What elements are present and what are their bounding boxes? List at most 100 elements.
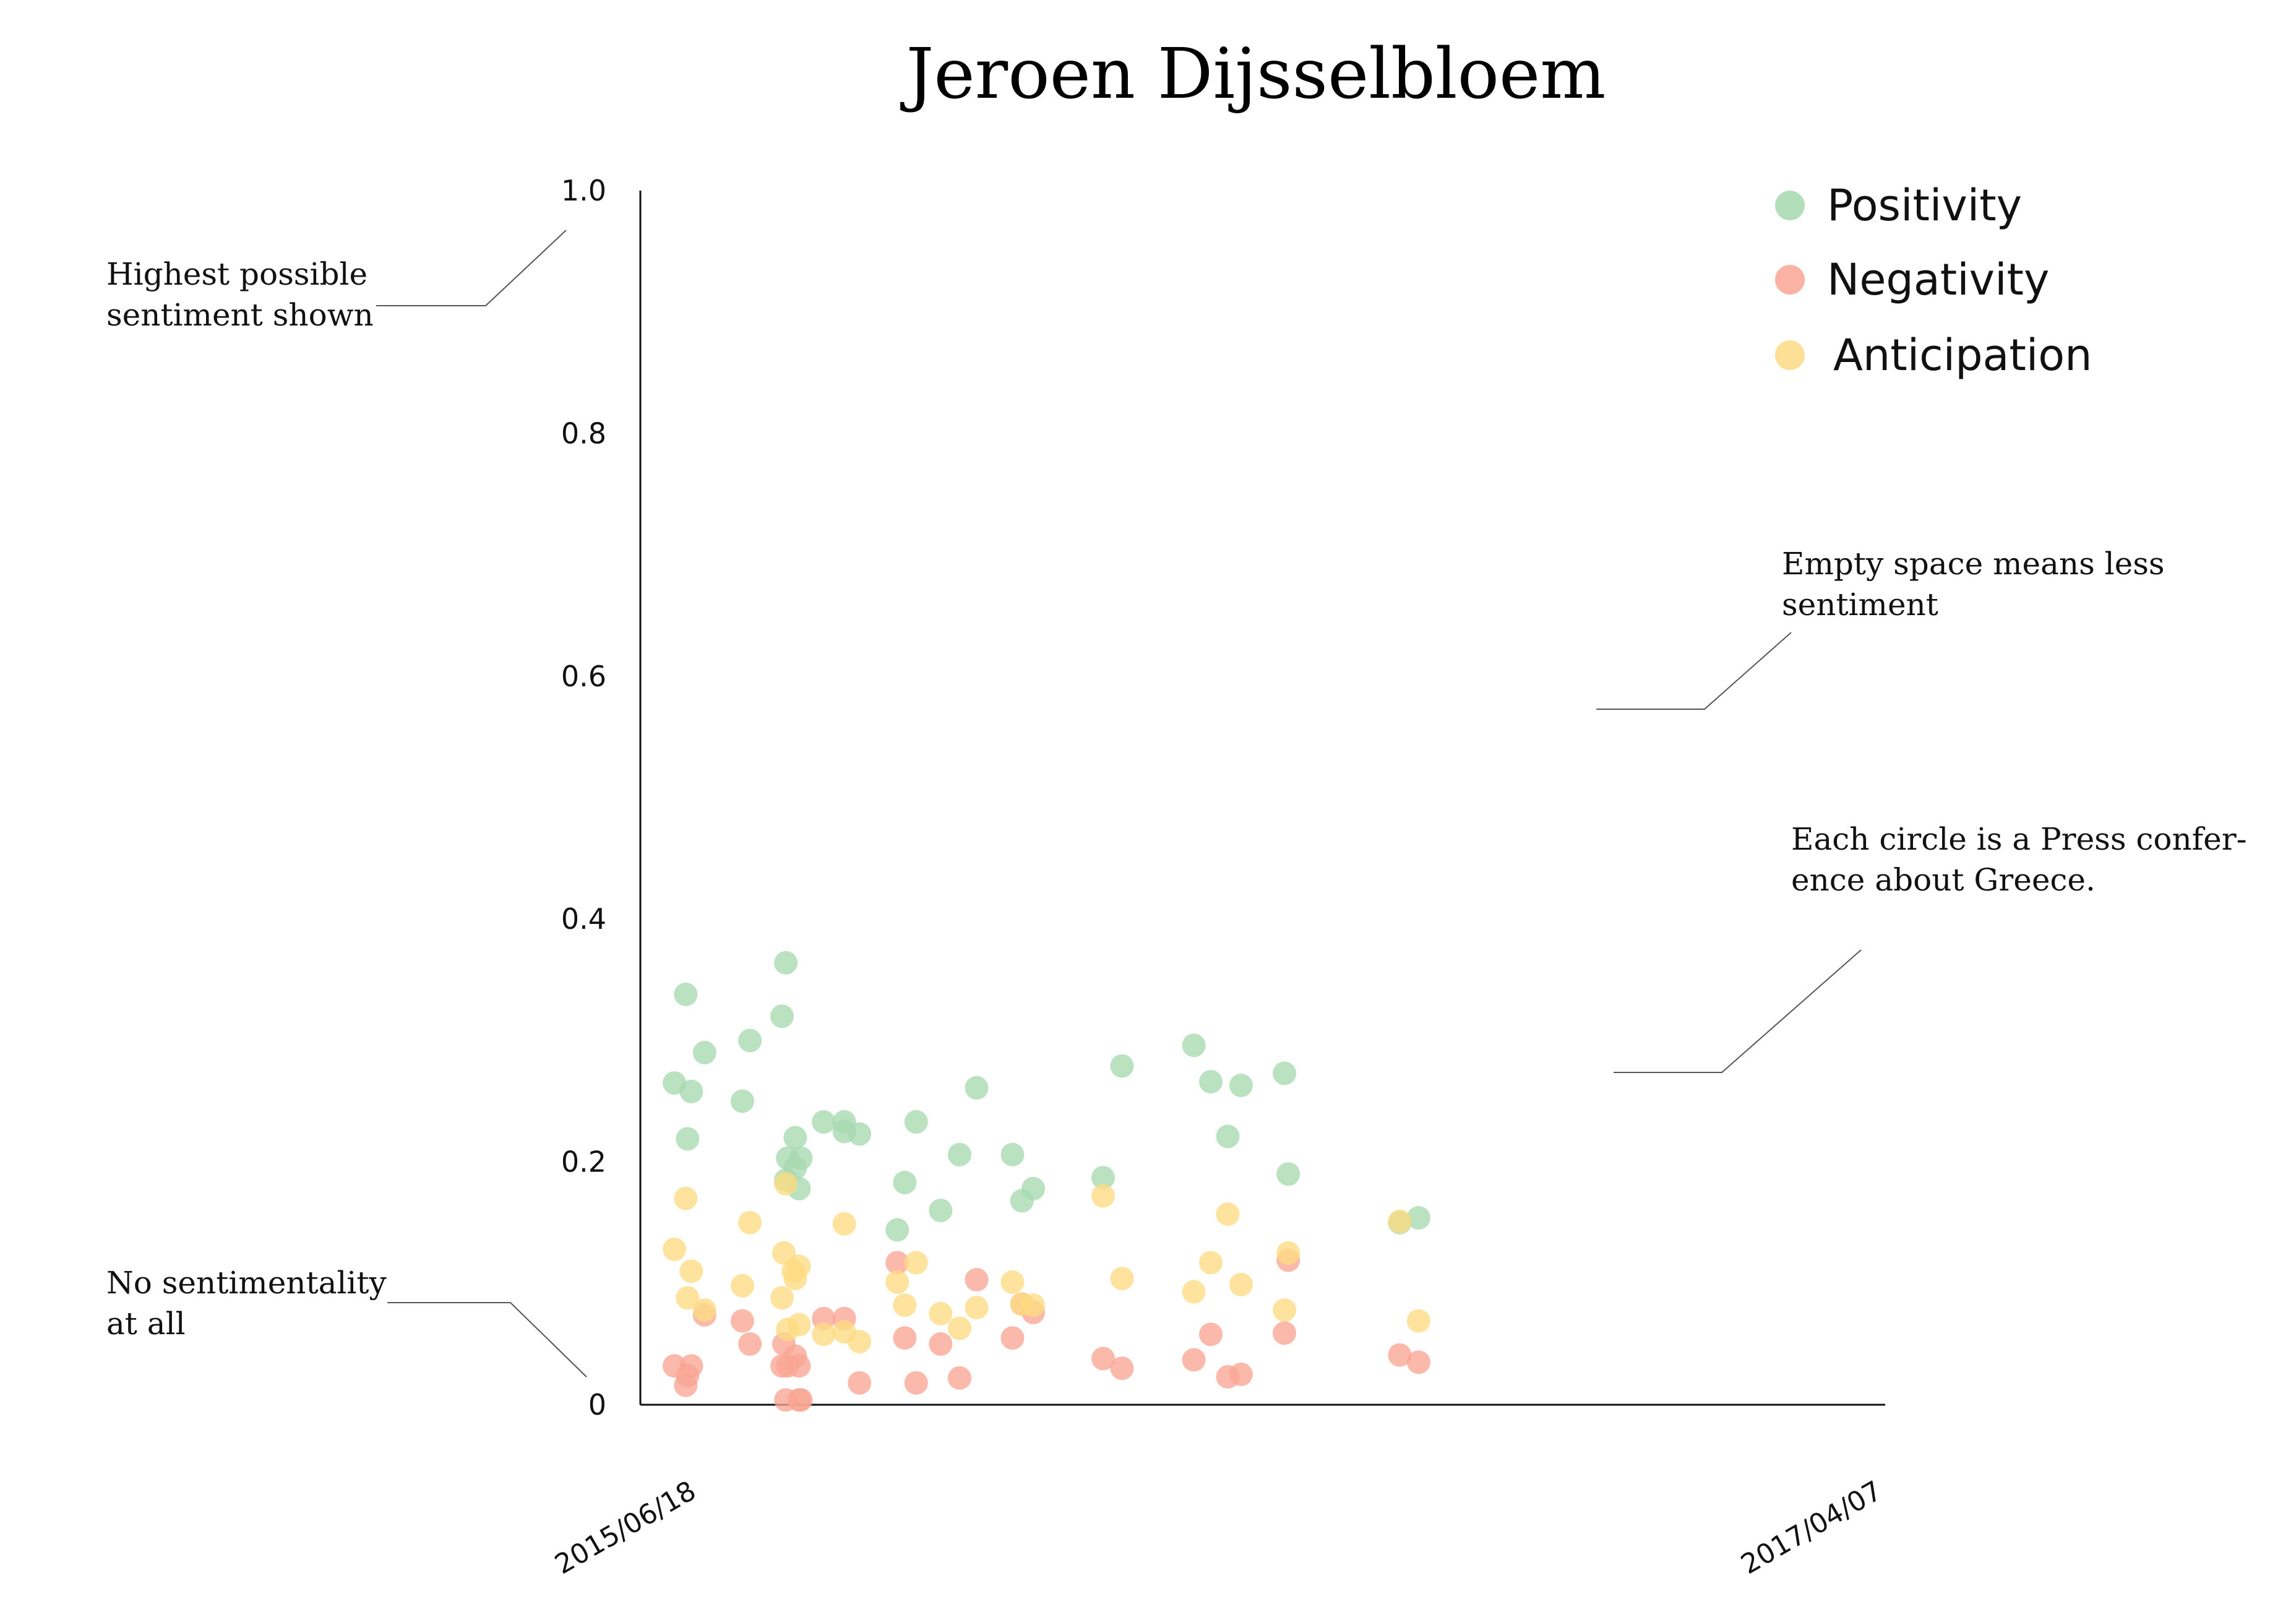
point-anticipation-35 (1276, 1241, 1301, 1265)
y-tick-label-3: 0.6 (561, 660, 606, 693)
annotation-no-sentiment-line-2: at all (106, 1306, 186, 1342)
legend-item-negativity: Negativity (1775, 254, 2049, 305)
legend-item-anticipation: Anticipation (1775, 330, 2092, 381)
point-positivity-7 (770, 1004, 794, 1028)
point-positivity-32 (1216, 1124, 1240, 1149)
point-negativity-19 (893, 1326, 917, 1350)
axes (639, 191, 1885, 1406)
point-positivity-37 (1406, 1205, 1430, 1230)
legend-marker-positivity (1775, 191, 1805, 220)
annotation-no-sentiment-leader (387, 1302, 587, 1378)
point-anticipation-34 (1273, 1298, 1297, 1322)
point-negativity-17 (848, 1371, 872, 1395)
point-anticipation-15 (812, 1322, 836, 1347)
annotation-each-circle: Each circle is a Press confer- ence abou… (1614, 821, 2256, 1073)
point-anticipation-18 (848, 1330, 872, 1353)
point-anticipation-30 (1182, 1280, 1206, 1304)
legend-marker-negativity (1775, 265, 1805, 295)
point-positivity-31 (1199, 1070, 1223, 1094)
point-positivity-19 (885, 1218, 909, 1242)
point-anticipation-24 (965, 1296, 989, 1319)
point-negativity-33 (1273, 1321, 1297, 1345)
point-positivity-21 (904, 1110, 928, 1134)
point-anticipation-33 (1229, 1272, 1253, 1296)
point-anticipation-7 (770, 1286, 794, 1310)
point-negativity-36 (1406, 1350, 1430, 1374)
legend-label-negativity: Negativity (1827, 254, 2049, 305)
point-negativity-28 (1110, 1356, 1134, 1381)
svg-text:Empty space means less: Empty space means less sentiment (1782, 546, 2175, 623)
annotation-empty-space-line-2: sentiment (1782, 587, 1938, 623)
point-negativity-35 (1388, 1343, 1412, 1367)
point-positivity-1 (674, 982, 698, 1006)
point-anticipation-14 (787, 1254, 811, 1278)
annotation-highest-line-2: sentiment shown (106, 297, 374, 333)
annotation-empty-space: Empty space means less sentiment (1596, 546, 2175, 710)
point-positivity-22 (929, 1199, 953, 1223)
point-positivity-33 (1229, 1074, 1253, 1097)
point-anticipation-20 (893, 1293, 917, 1317)
point-positivity-4 (692, 1041, 716, 1064)
y-tick-label-1: 0.2 (561, 1145, 606, 1179)
y-tick-label-0: 0 (588, 1388, 606, 1421)
point-positivity-35 (1276, 1162, 1301, 1186)
annotation-highest: Highest possible sentiment shown (106, 230, 567, 333)
point-positivity-14 (789, 1146, 813, 1170)
annotation-each-circle-line-2: ence about Greece. (1791, 862, 2096, 898)
point-anticipation-4 (692, 1298, 716, 1322)
y-tick-label-2: 0.4 (561, 902, 606, 936)
point-positivity-29 (1110, 1054, 1134, 1078)
point-positivity-3 (679, 1079, 703, 1103)
point-positivity-28 (1091, 1166, 1115, 1190)
point-anticipation-31 (1199, 1251, 1223, 1275)
point-positivity-23 (948, 1142, 971, 1166)
annotation-no-sentiment: No sentimentality at all (106, 1265, 587, 1378)
point-positivity-6 (738, 1028, 762, 1053)
annotation-each-circle-line-1: Each circle is a Press confer- (1791, 821, 2247, 857)
annotation-empty-space-leader (1596, 632, 1792, 710)
chart-title: Jeroen Dijsselbloem (900, 34, 1606, 114)
svg-text:Each circle is a Press confer-: Each circle is a Press confer- ence abou… (1791, 821, 2256, 898)
point-anticipation-37 (1406, 1309, 1430, 1333)
point-anticipation-29 (1110, 1267, 1134, 1290)
x-tick-label-start: 2015/06/18 (549, 1475, 701, 1580)
x-tick-label-end: 2017/04/07 (1735, 1475, 1887, 1580)
point-anticipation-22 (929, 1301, 953, 1326)
legend-item-positivity: Positivity (1775, 180, 2022, 231)
point-positivity-24 (965, 1076, 989, 1100)
point-anticipation-36 (1388, 1209, 1412, 1233)
point-positivity-2 (676, 1127, 700, 1151)
y-tick-labels: 0 0.2 0.4 0.6 0.8 1.0 (561, 174, 606, 1421)
annotation-highest-line-1: Highest possible (106, 256, 368, 292)
point-anticipation-16 (832, 1212, 856, 1236)
legend: Positivity Negativity Anticipation (1775, 180, 2092, 381)
point-negativity-22 (948, 1366, 971, 1390)
point-positivity-30 (1182, 1033, 1206, 1058)
point-negativity-6 (738, 1332, 762, 1356)
annotation-no-sentiment-line-1: No sentimentality (106, 1265, 387, 1301)
point-positivity-11 (783, 1126, 807, 1150)
point-positivity-5 (730, 1089, 754, 1113)
point-anticipation-23 (948, 1316, 971, 1340)
annotations: Highest possible sentiment shown No sent… (106, 230, 2256, 1378)
point-positivity-20 (893, 1171, 917, 1194)
point-anticipation-0 (663, 1237, 686, 1261)
annotation-each-circle-leader (1614, 949, 1862, 1073)
point-negativity-23 (965, 1267, 989, 1291)
point-anticipation-2 (676, 1286, 700, 1310)
point-negativity-3 (679, 1354, 703, 1378)
point-negativity-12 (787, 1354, 811, 1378)
point-positivity-9 (774, 951, 798, 975)
point-anticipation-19 (885, 1270, 909, 1294)
point-anticipation-32 (1216, 1202, 1240, 1226)
point-positivity-25 (1000, 1142, 1025, 1166)
point-positivity-27 (1021, 1176, 1045, 1201)
point-anticipation-6 (738, 1210, 762, 1235)
point-anticipation-9 (774, 1171, 798, 1196)
point-anticipation-8 (772, 1241, 796, 1265)
point-positivity-34 (1273, 1061, 1297, 1085)
annotation-highest-leader (376, 230, 567, 306)
svg-text:Highest possible senti: Highest possible sentiment shown (106, 256, 377, 333)
point-negativity-18 (885, 1251, 909, 1275)
data-points (663, 951, 1430, 1412)
